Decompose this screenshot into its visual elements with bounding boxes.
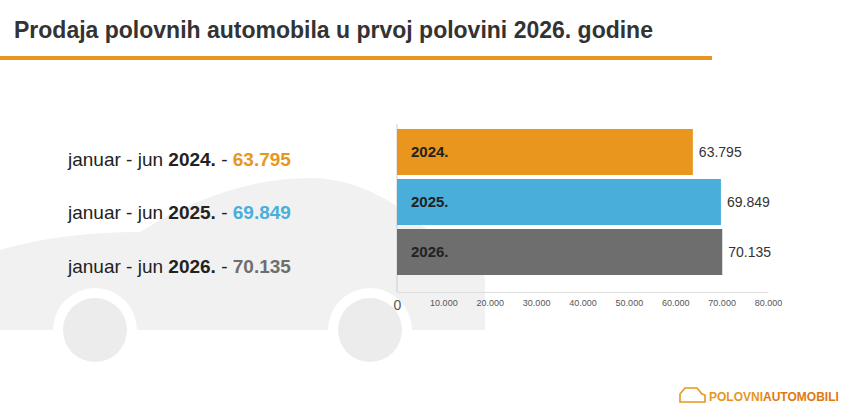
x-tick: 0: [394, 292, 402, 313]
x-tick: 20.000: [476, 292, 504, 308]
x-tick: 80.000: [755, 292, 783, 308]
logo-part: POLOVNI: [709, 390, 763, 404]
annotation-part: -: [216, 256, 228, 277]
category-label: 2024.: [411, 143, 449, 160]
x-tick-label: 20.000: [476, 298, 504, 308]
data-label: 69.849: [727, 194, 770, 210]
annotation-part: 63.795: [228, 149, 292, 170]
x-tick-label: 80.000: [755, 298, 783, 308]
logo: POLOVNIAUTOMOBILI: [680, 388, 839, 404]
title-underline: [0, 56, 712, 60]
annotation-part: januar - jun: [67, 256, 163, 277]
car-wheel: [338, 298, 402, 362]
x-tick: 10.000: [430, 292, 458, 308]
logo-text: POLOVNIAUTOMOBILI: [709, 390, 839, 404]
car-wheel-well: [328, 288, 412, 372]
annotation-part: januar - jun: [67, 202, 163, 223]
bars: [397, 129, 722, 275]
x-tick-label: 70.000: [708, 298, 736, 308]
x-tick-label: 40.000: [569, 298, 597, 308]
x-tick-label: 10.000: [430, 298, 458, 308]
bar: [397, 179, 721, 225]
annotation: januar - jun 2024. - 63.795: [67, 149, 291, 170]
annotation: januar - jun 2025. - 69.849: [67, 202, 291, 223]
annotation-part: 2026.: [163, 256, 216, 277]
bar: [397, 229, 722, 275]
bar: [397, 129, 693, 175]
annotation: januar - jun 2026. - 70.135: [67, 256, 291, 277]
logo-icon: [680, 388, 705, 402]
annotation-part: 2025.: [163, 202, 216, 223]
data-label: 70.135: [728, 244, 771, 260]
annotation-part: 2024.: [163, 149, 216, 170]
x-tick-label: 0: [394, 297, 402, 313]
x-axis-line: [398, 292, 769, 293]
chart: Prodaja polovnih automobila u prvoj polo…: [0, 0, 850, 412]
category-label: 2025.: [411, 193, 449, 210]
x-tick: 70.000: [708, 292, 736, 308]
x-tick-label: 50.000: [616, 298, 644, 308]
x-tick-label: 60.000: [662, 298, 690, 308]
x-axis: 0 10.000 20.000 30.000 40.000 50.000 60.000 70.…: [394, 292, 783, 313]
x-tick: 60.000: [662, 292, 690, 308]
x-tick: 50.000: [616, 292, 644, 308]
x-tick: 40.000: [569, 292, 597, 308]
x-tick-label: 30.000: [523, 298, 551, 308]
annotation-part: -: [216, 202, 228, 223]
logo-part: AUTOMOBILI: [763, 390, 839, 404]
x-tick: 30.000: [523, 292, 551, 308]
annotation-part: -: [216, 149, 228, 170]
title: Prodaja polovnih automobila u prvoj polo…: [14, 17, 653, 43]
annotation-part: 70.135: [228, 256, 292, 277]
car-wheel: [63, 298, 127, 362]
annotation-part: januar - jun: [67, 149, 163, 170]
annotation-part: 69.849: [228, 202, 291, 223]
category-label: 2026.: [411, 243, 449, 260]
data-label: 63.795: [699, 144, 742, 160]
car-wheel-well: [53, 288, 137, 372]
